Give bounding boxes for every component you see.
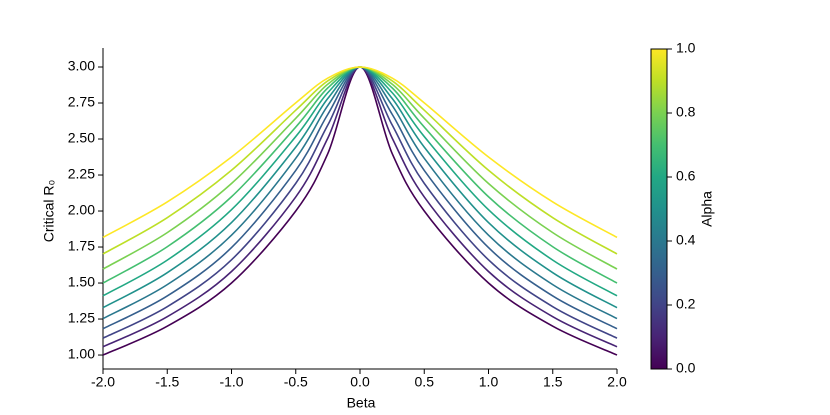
y-tick-label: 2.75	[68, 94, 95, 110]
x-tick-label: -2.0	[91, 374, 115, 390]
y-tick-label: 2.25	[68, 166, 95, 182]
x-tick-label: -0.5	[284, 374, 308, 390]
colorbar-tick-label: 0.4	[676, 232, 696, 248]
series-line	[102, 66, 618, 309]
x-tick-label: 1.0	[479, 374, 499, 390]
x-tick-label: 2.0	[607, 374, 627, 390]
colorbar-tick-label: 0.0	[676, 360, 696, 376]
x-tick-label: -1.0	[219, 374, 243, 390]
colorbar-tick-label: 0.2	[676, 296, 696, 312]
series-line	[102, 66, 618, 330]
series-line	[102, 66, 618, 255]
y-tick-label: 2.00	[68, 202, 95, 218]
series-line	[102, 66, 618, 239]
series-line	[102, 66, 618, 297]
y-tick-label: 1.50	[68, 274, 95, 290]
x-tick-label: 1.5	[543, 374, 563, 390]
colorbar	[650, 48, 668, 370]
colorbar-tick-label: 0.6	[676, 168, 696, 184]
colorbar-tick-label: 0.8	[676, 104, 696, 120]
series-line	[102, 66, 618, 339]
y-tick-label: 2.50	[68, 130, 95, 146]
y-tick-label: 1.75	[68, 238, 95, 254]
colorbar-label: Alpha	[699, 191, 715, 227]
colorbar-tick-label: 1.0	[676, 40, 696, 56]
x-axis-label: Beta	[347, 395, 376, 411]
y-axis-label: Critical R₀	[41, 180, 57, 243]
series-line	[102, 66, 618, 356]
x-tick-label: 0.0	[350, 374, 370, 390]
y-tick-label: 1.25	[68, 310, 95, 326]
y-tick-label: 1.00	[68, 346, 95, 362]
x-tick-label: 0.5	[415, 374, 435, 390]
x-tick-label: -1.5	[155, 374, 179, 390]
y-tick-label: 3.00	[68, 58, 95, 74]
series-line	[102, 66, 618, 348]
